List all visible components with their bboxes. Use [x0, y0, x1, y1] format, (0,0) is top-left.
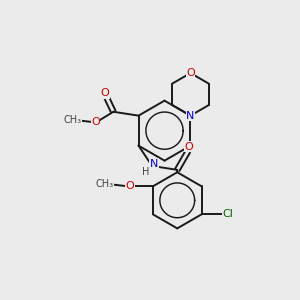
Text: Cl: Cl [223, 209, 234, 219]
Text: O: O [186, 68, 195, 78]
Text: O: O [184, 142, 193, 152]
Text: CH₃: CH₃ [95, 179, 113, 189]
Text: O: O [100, 88, 109, 98]
Text: O: O [91, 117, 100, 128]
Text: H: H [142, 167, 149, 177]
Text: N: N [150, 159, 158, 169]
Text: N: N [186, 111, 195, 121]
Text: CH₃: CH₃ [63, 115, 81, 125]
Text: O: O [125, 181, 134, 191]
